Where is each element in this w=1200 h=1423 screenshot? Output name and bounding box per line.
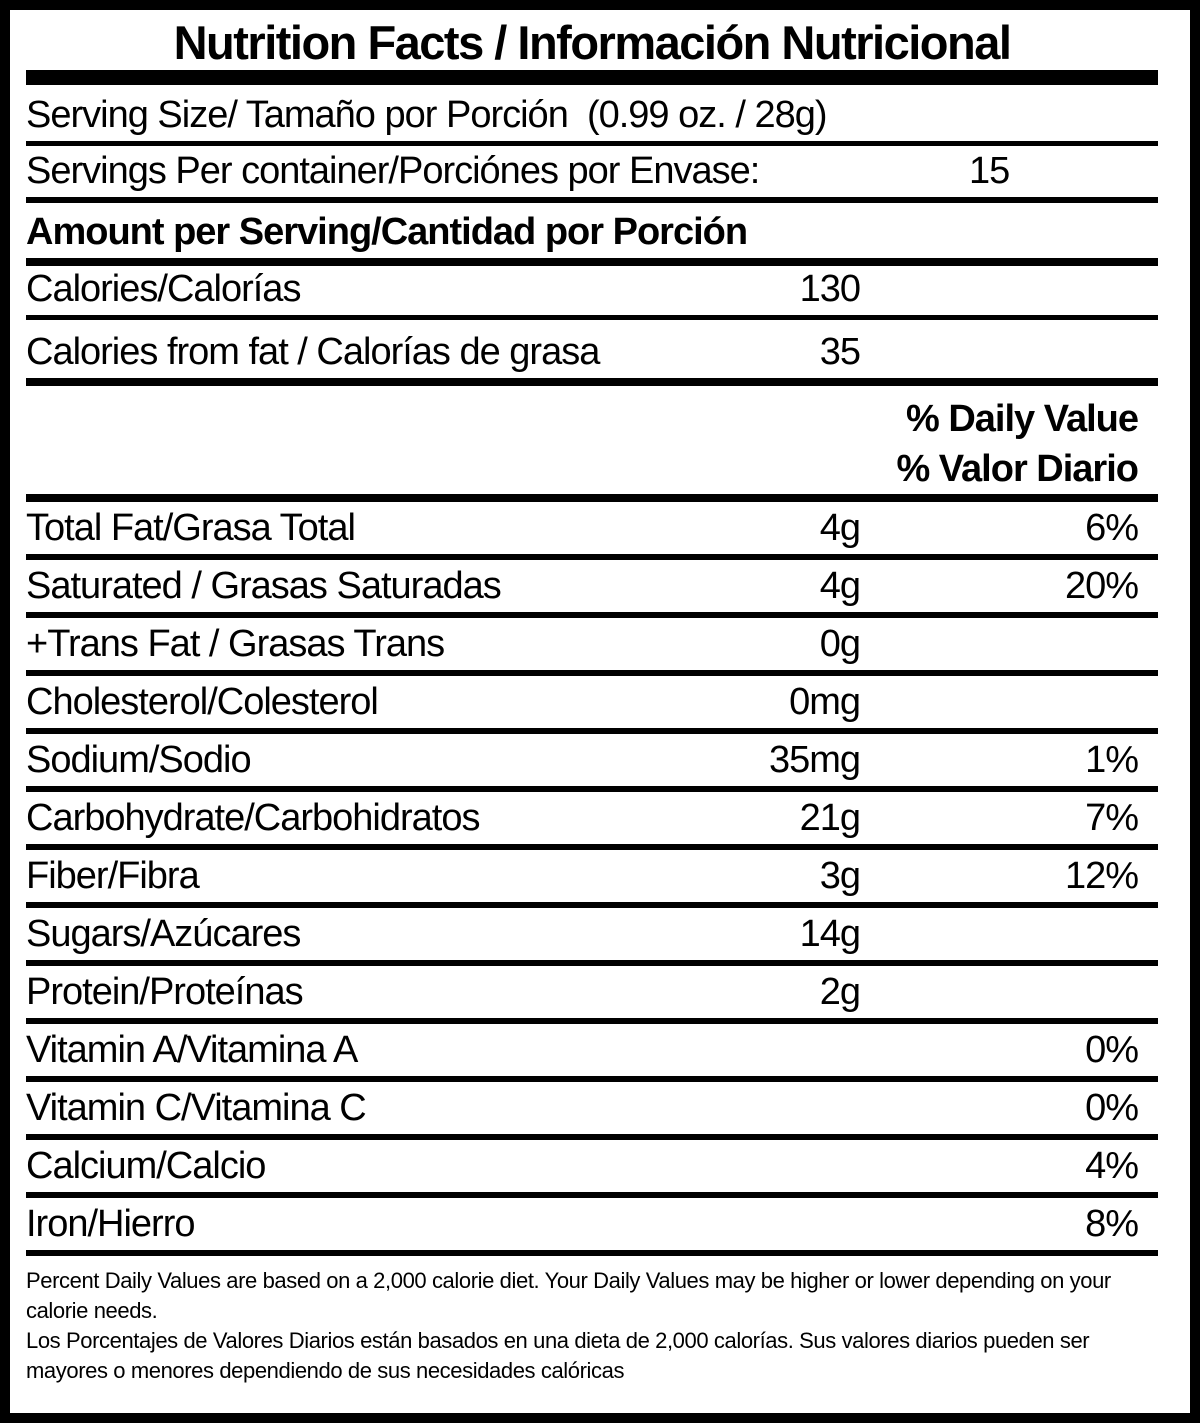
nutrient-amount: 2g xyxy=(819,971,861,1013)
nutrient-label: Saturated / Grasas Saturadas xyxy=(26,565,502,607)
nutrient-amount: 21g xyxy=(799,797,861,839)
calories-from-fat-label: Calories from fat / Calorías de grasa xyxy=(26,331,600,373)
nutrient-dv: 0% xyxy=(1085,1029,1139,1071)
footnote: Percent Daily Values are based on a 2,00… xyxy=(26,1256,1158,1413)
daily-value-header: % Daily Value % Valor Diario xyxy=(26,386,1158,502)
servings-per-container-value: 15 xyxy=(969,150,1010,192)
nutrient-row-fiber: Fiber/Fibra 3g 12% xyxy=(26,850,1158,908)
nutrient-label: Vitamin C/Vitamina C xyxy=(26,1087,367,1129)
nutrient-label: Carbohydrate/Carbohidratos xyxy=(26,797,481,839)
calories-label: Calories/Calorías xyxy=(26,268,301,310)
nutrient-dv: 12% xyxy=(1064,855,1139,897)
nutrient-label: Cholesterol/Colesterol xyxy=(26,681,379,723)
nutrient-dv: 6% xyxy=(1085,507,1139,549)
nutrient-label: Calcium/Calcio xyxy=(26,1145,266,1187)
daily-value-header-en: % Daily Value xyxy=(905,398,1139,440)
serving-size-row: Serving Size/ Tamaño por Porción (0.99 o… xyxy=(26,85,1158,146)
nutrient-dv: 7% xyxy=(1085,797,1139,839)
label-title: Nutrition Facts / Información Nutriciona… xyxy=(173,16,1012,69)
nutrient-amount: 0mg xyxy=(789,681,861,723)
nutrient-row-carbohydrate: Carbohydrate/Carbohidratos 21g 7% xyxy=(26,792,1158,850)
nutrient-row-iron: Iron/Hierro 8% xyxy=(26,1198,1158,1256)
nutrient-label: Sugars/Azúcares xyxy=(26,913,301,955)
footnote-english: Percent Daily Values are based on a 2,00… xyxy=(26,1268,1111,1323)
servings-per-container-label: Servings Per container/Porciónes por Env… xyxy=(26,150,760,192)
footnote-spanish: Los Porcentajes de Valores Diarios están… xyxy=(26,1328,1090,1383)
amount-per-serving-header: Amount per Serving/Cantidad por Porción xyxy=(26,211,748,253)
nutrient-row-vitamin-c: Vitamin C/Vitamina C 0% xyxy=(26,1082,1158,1140)
nutrient-amount: 14g xyxy=(799,913,861,955)
nutrient-dv: 20% xyxy=(1064,565,1139,607)
nutrient-label: Fiber/Fibra xyxy=(26,855,200,897)
nutrient-row-saturated-fat: Saturated / Grasas Saturadas 4g 20% xyxy=(26,560,1158,618)
nutrient-row-protein: Protein/Proteínas 2g xyxy=(26,966,1158,1024)
nutrient-row-sodium: Sodium/Sodio 35mg 1% xyxy=(26,734,1158,792)
nutrient-dv: 1% xyxy=(1085,739,1139,781)
nutrient-label: Vitamin A/Vitamina A xyxy=(26,1029,358,1071)
calories-row: Calories/Calorías 130 xyxy=(26,266,1158,320)
nutrient-amount: 4g xyxy=(819,507,861,549)
calories-from-fat-row: Calories from fat / Calorías de grasa 35 xyxy=(26,320,1158,386)
nutrient-row-cholesterol: Cholesterol/Colesterol 0mg xyxy=(26,676,1158,734)
calories-amount: 130 xyxy=(799,268,861,310)
nutrient-dv: 4% xyxy=(1085,1145,1139,1187)
nutrient-row-calcium: Calcium/Calcio 4% xyxy=(26,1140,1158,1198)
nutrient-dv: 0% xyxy=(1085,1087,1139,1129)
nutrient-label: Iron/Hierro xyxy=(26,1203,196,1245)
nutrient-row-trans-fat: +Trans Fat / Grasas Trans 0g xyxy=(26,618,1158,676)
nutrient-label: +Trans Fat / Grasas Trans xyxy=(26,623,445,665)
nutrient-label: Protein/Proteínas xyxy=(26,971,304,1013)
nutrient-amount: 0g xyxy=(819,623,861,665)
serving-size-label: Serving Size/ Tamaño por Porción (0.99 o… xyxy=(26,94,828,136)
calories-from-fat-amount: 35 xyxy=(819,331,861,373)
nutrient-row-sugars: Sugars/Azúcares 14g xyxy=(26,908,1158,966)
amount-per-serving-header-row: Amount per Serving/Cantidad por Porción xyxy=(26,203,1158,266)
nutrient-label: Total Fat/Grasa Total xyxy=(26,507,356,549)
nutrient-label: Sodium/Sodio xyxy=(26,739,252,781)
nutrient-dv: 8% xyxy=(1085,1203,1139,1245)
nutrient-amount: 35mg xyxy=(768,739,861,781)
nutrient-row-total-fat: Total Fat/Grasa Total 4g 6% xyxy=(26,502,1158,560)
servings-per-container-row: Servings Per container/Porciónes por Env… xyxy=(26,146,1158,203)
daily-value-header-es: % Valor Diario xyxy=(896,448,1139,490)
nutrient-amount: 4g xyxy=(819,565,861,607)
nutrient-amount: 3g xyxy=(819,855,861,897)
nutrient-row-vitamin-a: Vitamin A/Vitamina A 0% xyxy=(26,1024,1158,1082)
title-divider xyxy=(26,70,1158,85)
